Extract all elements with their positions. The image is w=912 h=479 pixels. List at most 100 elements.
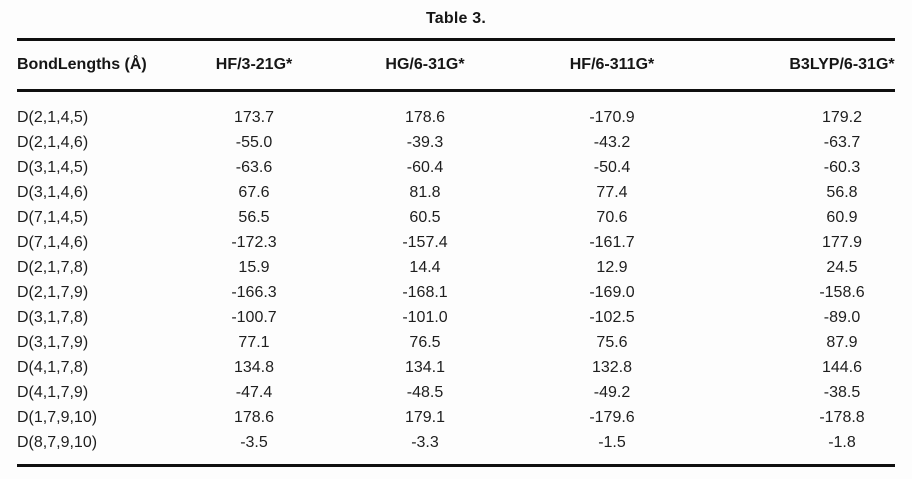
value-text: -178.8 (819, 408, 865, 426)
value-cell: -166.3 (231, 283, 277, 301)
column-header-hf-3-21g: HF/3-21G* (175, 39, 333, 92)
value-cell: 144.6 (707, 355, 895, 380)
value-cell: -39.3 (406, 133, 444, 151)
row-label: D(3,1,4,5) (17, 158, 89, 176)
row-label: D(3,1,4,6) (17, 183, 89, 201)
value-text: -89.0 (823, 308, 861, 326)
value-text: 144.6 (821, 358, 863, 376)
value-text: 177.9 (821, 233, 863, 251)
value-cell: 12.9 (596, 258, 628, 276)
table-row: D(4,1,7,8) 134.8 134.1 132.8 144.6 (17, 355, 895, 380)
value-cell: -47.4 (235, 383, 273, 401)
value-cell: -3.3 (411, 433, 439, 451)
table-row: D(1,7,9,10) 178.6 179.1 -179.6 -178.8 (17, 405, 895, 430)
value-cell: -172.3 (231, 233, 277, 251)
column-header-bondlengths: BondLengths (Å) (17, 39, 175, 92)
value-cell: -158.6 (707, 280, 895, 305)
value-cell: -63.7 (707, 130, 895, 155)
value-cell: -89.0 (707, 305, 895, 330)
value-cell: 77.4 (596, 183, 628, 201)
value-text: -63.7 (823, 133, 861, 151)
value-cell: -60.4 (406, 158, 444, 176)
column-header-b3lyp-6-31g-text: B3LYP/6-31G* (789, 56, 895, 73)
value-cell: -1.5 (598, 433, 626, 451)
value-cell: -168.1 (402, 283, 448, 301)
value-cell: 24.5 (707, 255, 895, 280)
value-cell: 134.8 (233, 358, 275, 376)
value-cell: -49.2 (593, 383, 631, 401)
column-header-hg-6-31g: HG/6-31G* (333, 39, 517, 92)
value-text: -1.8 (828, 433, 856, 451)
value-cell: 60.5 (409, 208, 441, 226)
value-text: -158.6 (819, 283, 865, 301)
value-cell: 15.9 (238, 258, 270, 276)
value-cell: -63.6 (235, 158, 273, 176)
row-label: D(7,1,4,5) (17, 208, 89, 226)
value-cell: -178.8 (707, 405, 895, 430)
value-text: 60.9 (826, 208, 858, 226)
value-cell: -60.3 (707, 155, 895, 180)
table-body: D(2,1,4,5) 173.7 178.6 -170.9 179.2 D(2,1,4,6… (17, 91, 895, 466)
value-cell: 173.7 (233, 108, 275, 126)
value-text: -60.3 (823, 158, 861, 176)
row-label: D(2,1,4,5) (17, 108, 89, 126)
value-cell: -50.4 (593, 158, 631, 176)
table-row: D(3,1,7,8) -100.7 -101.0 -102.5 -89.0 (17, 305, 895, 330)
value-cell: -55.0 (235, 133, 273, 151)
table-row: D(2,1,4,5) 173.7 178.6 -170.9 179.2 (17, 91, 895, 131)
value-cell: 56.5 (238, 208, 270, 226)
value-cell: 177.9 (707, 230, 895, 255)
data-table: BondLengths (Å) HF/3-21G* HG/6-31G* HF/6… (17, 38, 895, 467)
row-label: D(4,1,7,8) (17, 358, 89, 376)
table-row: D(7,1,4,6) -172.3 -157.4 -161.7 177.9 (17, 230, 895, 255)
value-cell: -157.4 (402, 233, 448, 251)
row-label: D(1,7,9,10) (17, 408, 98, 426)
value-cell: -101.0 (402, 308, 448, 326)
value-cell: 132.8 (591, 358, 633, 376)
value-cell: 178.6 (233, 408, 275, 426)
value-cell: -48.5 (406, 383, 444, 401)
value-cell: 60.9 (707, 205, 895, 230)
value-cell: -179.6 (589, 408, 635, 426)
value-cell: 178.6 (404, 108, 446, 126)
value-cell: -102.5 (589, 308, 635, 326)
table-row: D(2,1,7,9) -166.3 -168.1 -169.0 -158.6 (17, 280, 895, 305)
value-text: 24.5 (826, 258, 858, 276)
value-cell: -170.9 (589, 108, 635, 126)
table-title: Table 3. (426, 10, 486, 27)
column-header-b3lyp-6-31g: B3LYP/6-31G* (707, 39, 895, 92)
value-cell: 87.9 (707, 330, 895, 355)
table-row: D(7,1,4,5) 56.5 60.5 70.6 60.9 (17, 205, 895, 230)
table-row: D(2,1,7,8) 15.9 14.4 12.9 24.5 (17, 255, 895, 280)
value-cell: 56.8 (707, 180, 895, 205)
value-cell: 70.6 (596, 208, 628, 226)
row-label: D(8,7,9,10) (17, 433, 98, 451)
value-text: 56.8 (826, 183, 858, 201)
column-header-hf-6-311g: HF/6-311G* (517, 39, 707, 92)
row-label: D(4,1,7,9) (17, 383, 89, 401)
value-cell: 77.1 (238, 333, 270, 351)
value-cell: -169.0 (589, 283, 635, 301)
value-text: -38.5 (823, 383, 861, 401)
value-cell: 76.5 (409, 333, 441, 351)
value-cell: -161.7 (589, 233, 635, 251)
value-cell: -43.2 (593, 133, 631, 151)
value-cell: 75.6 (596, 333, 628, 351)
table-row: D(8,7,9,10) -3.5 -3.3 -1.5 -1.8 (17, 430, 895, 466)
value-cell: -1.8 (707, 430, 895, 466)
value-text: 87.9 (826, 333, 858, 351)
value-cell: 81.8 (409, 183, 441, 201)
value-cell: 67.6 (238, 183, 270, 201)
row-label: D(2,1,4,6) (17, 133, 89, 151)
value-cell: 134.1 (404, 358, 446, 376)
table-header: BondLengths (Å) HF/3-21G* HG/6-31G* HF/6… (17, 39, 895, 92)
row-label: D(3,1,7,8) (17, 308, 89, 326)
table-row: D(2,1,4,6) -55.0 -39.3 -43.2 -63.7 (17, 130, 895, 155)
value-cell: -38.5 (707, 380, 895, 405)
row-label: D(2,1,7,8) (17, 258, 89, 276)
table-row: D(3,1,4,6) 67.6 81.8 77.4 56.8 (17, 180, 895, 205)
row-label: D(3,1,7,9) (17, 333, 89, 351)
value-cell: 179.1 (404, 408, 446, 426)
header-row: BondLengths (Å) HF/3-21G* HG/6-31G* HF/6… (17, 39, 895, 92)
